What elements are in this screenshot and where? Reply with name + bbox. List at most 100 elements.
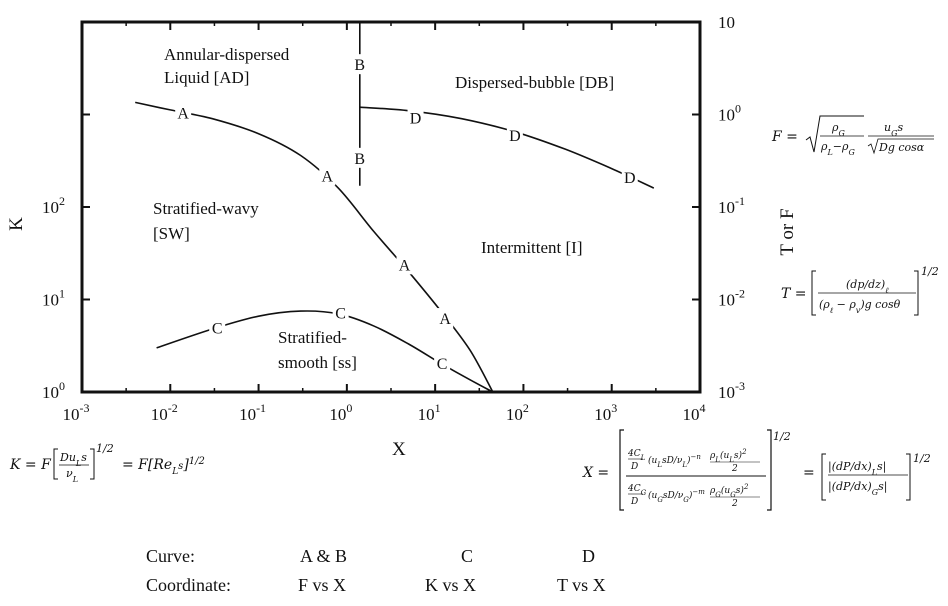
region-annular-dispersed-line1: Annular-dispersed — [164, 45, 290, 64]
x-tick-label: 102 — [506, 401, 529, 424]
x-tick-label: 10-3 — [63, 401, 90, 424]
y-left-tick-label: 102 — [42, 194, 65, 217]
y-right-tick-label: 10-3 — [718, 379, 745, 402]
y-right-tick-label: 10-1 — [718, 194, 745, 217]
y-right-tick-label: 10-2 — [718, 287, 745, 310]
svg-text:uGs: uGs — [884, 121, 903, 138]
y-left-tick-label: 101 — [42, 287, 65, 310]
x-tick-label: 104 — [683, 401, 706, 424]
svg-text:=: = — [803, 465, 815, 481]
region-annular-dispersed-line2: Liquid [AD] — [164, 68, 249, 87]
curve-d — [359, 106, 655, 189]
curve-label-c: C — [335, 306, 346, 323]
x-axis-title: X — [392, 439, 406, 460]
curve-label-backdrop — [175, 102, 192, 123]
legend-coordinate-d: T vs X — [557, 575, 606, 595]
curve-label-backdrop — [434, 353, 451, 374]
y-right-axis-title: T or F — [777, 208, 798, 255]
equation-x: X = 4CL D (uLsD/νL)−n ρL(uLs)2 2 4CG D (… — [582, 429, 931, 511]
svg-text:|(dP/dx)Ls|: |(dP/dx)Ls| — [828, 460, 886, 477]
curve-label-backdrop — [621, 167, 638, 188]
curve-label-a: A — [439, 311, 451, 328]
curve-label-backdrop — [407, 107, 424, 128]
curve-label-backdrop — [396, 254, 413, 275]
legend-coordinate-ab: F vs X — [298, 575, 346, 595]
y-right-top-tick-label: 10 — [718, 13, 735, 32]
legend-coordinate-c: K vs X — [425, 575, 476, 595]
svg-text:K = F: K = F — [9, 457, 52, 473]
region-stratified-wavy-line1: Stratified-wavy — [153, 199, 259, 218]
x-tick-label: 103 — [594, 401, 617, 424]
curve-a — [135, 101, 494, 393]
equation-k: K = F DuLs νL 1/2 = F[ReLs]1/2 — [9, 442, 205, 484]
equation-f: F = ρG ρL−ρG uGs Dg cosα — [771, 115, 934, 157]
curve-label-backdrop — [209, 317, 226, 338]
svg-text:(uGsD/νG)−m: (uGsD/νG)−m — [648, 488, 705, 504]
y-left-axis-title: K — [6, 217, 27, 231]
svg-text:1/2: 1/2 — [913, 452, 931, 465]
svg-text:= F[ReLs]1/2: = F[ReLs]1/2 — [122, 456, 205, 478]
curve-label-backdrop — [351, 147, 368, 168]
svg-text:F =: F = — [771, 129, 798, 145]
svg-text:X =: X = — [582, 465, 609, 481]
svg-text:ρG: ρG — [831, 121, 845, 138]
axis-ticks — [81, 21, 701, 393]
legend-curve-c: C — [461, 546, 473, 566]
equation-t: T = (dp/dz)ℓ (ρℓ − ρv)g cosθ 1/2 — [781, 265, 939, 316]
svg-text:(ρℓ − ρv)g cosθ: (ρℓ − ρv)g cosθ — [819, 298, 901, 315]
curve-label-b: B — [354, 57, 365, 74]
svg-text:|(dP/dx)Gs|: |(dP/dx)Gs| — [828, 480, 887, 497]
curve-label-d: D — [509, 128, 521, 145]
region-stratified-wavy-line2: [SW] — [153, 224, 190, 243]
curve-label-backdrop — [437, 308, 454, 329]
legend-curve-ab: A & B — [300, 546, 347, 566]
svg-text:D: D — [630, 497, 638, 507]
svg-text:T =: T = — [781, 286, 807, 302]
curve-c — [156, 310, 494, 393]
curve-label-backdrop — [351, 54, 368, 75]
svg-text:4CG: 4CG — [627, 484, 647, 497]
svg-text:D: D — [630, 462, 638, 472]
curve-label-a: A — [321, 168, 333, 185]
region-stratified-smooth-line2: smooth [ss] — [278, 353, 357, 372]
curve-label-c: C — [212, 320, 223, 337]
svg-text:ρL−ρG: ρL−ρG — [820, 140, 855, 157]
legend-row-curve-label: Curve: — [146, 546, 195, 566]
curve-label-a: A — [399, 257, 411, 274]
curve-label-a: A — [177, 106, 189, 123]
x-tick-label: 101 — [418, 401, 441, 424]
curve-label-backdrop — [319, 165, 336, 186]
svg-text:1/2: 1/2 — [921, 265, 939, 278]
region-dispersed-bubble: Dispersed-bubble [DB] — [455, 73, 614, 92]
svg-text:2: 2 — [731, 499, 738, 509]
svg-text:1/2: 1/2 — [96, 442, 114, 455]
legend-curve-d: D — [582, 546, 595, 566]
curve-legend-table: Curve: Coordinate: A & B F vs X C K vs X… — [146, 546, 606, 595]
svg-text:ρL(uLs)2: ρL(uLs)2 — [709, 448, 747, 464]
y-left-tick-label: 100 — [42, 379, 65, 402]
svg-text:ρG(uGs)2: ρG(uGs)2 — [709, 483, 749, 499]
curve-labels: A A A A B B C C C D D D — [175, 54, 638, 374]
curve-label-d: D — [410, 110, 422, 127]
svg-text:2: 2 — [731, 464, 738, 474]
axis-tick-labels: 10-3 10-2 10-1 100 101 102 103 104 100 101 102 10-3… — [42, 13, 745, 424]
curve-label-c: C — [437, 356, 448, 373]
x-tick-label: 100 — [329, 401, 352, 424]
svg-text:Dg cosα: Dg cosα — [878, 141, 925, 154]
svg-text:(uLsD/νL)−n: (uLsD/νL)−n — [648, 453, 701, 469]
x-tick-label: 10-2 — [151, 401, 178, 424]
svg-text:1/2: 1/2 — [773, 430, 791, 443]
curve-label-backdrop — [332, 302, 349, 323]
svg-text:4CL: 4CL — [627, 449, 646, 462]
curve-label-d: D — [624, 170, 636, 187]
curve-label-backdrop — [506, 125, 523, 146]
y-right-tick-label: 100 — [718, 102, 741, 125]
svg-text:(dp/dz)ℓ: (dp/dz)ℓ — [846, 278, 889, 295]
legend-row-coordinate-label: Coordinate: — [146, 575, 231, 595]
curve-label-b: B — [354, 151, 365, 168]
svg-text:νL: νL — [66, 467, 78, 484]
region-stratified-smooth-line1: Stratified- — [278, 328, 347, 347]
x-tick-label: 10-1 — [239, 401, 266, 424]
